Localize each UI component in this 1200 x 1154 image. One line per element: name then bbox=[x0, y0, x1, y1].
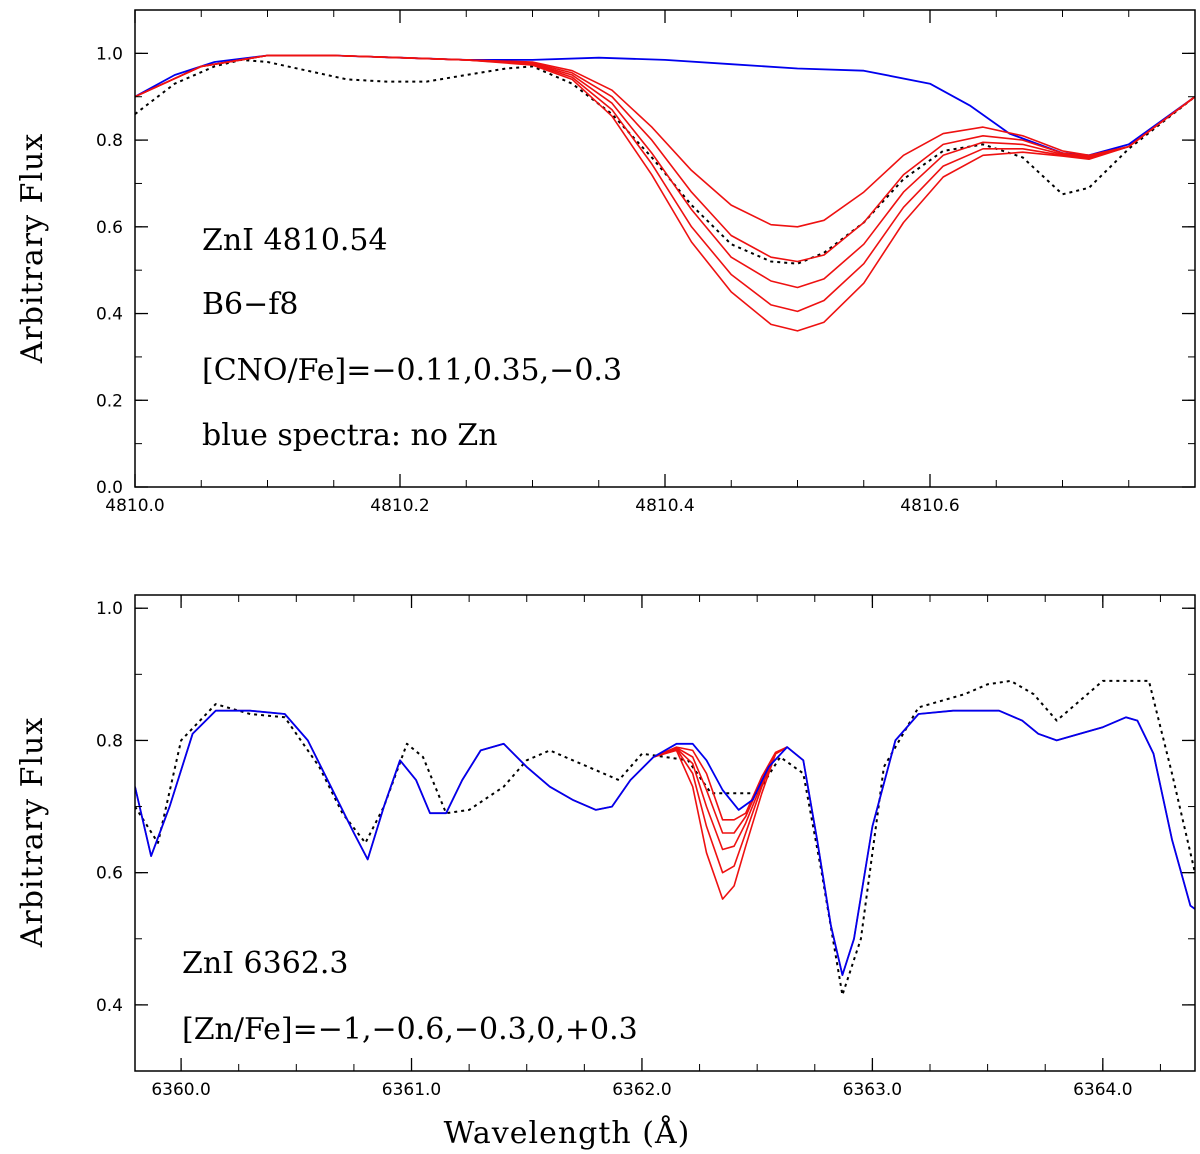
model-zn-line-3 bbox=[135, 54, 1195, 313]
panel-zn-4810-series bbox=[135, 54, 1195, 332]
x-tick-label: 6364.0 bbox=[1073, 1080, 1132, 1100]
y-tick-label: 0.6 bbox=[96, 218, 123, 238]
y-tick-label: 0.0 bbox=[96, 478, 123, 498]
x-tick-label: 6362.0 bbox=[612, 1080, 671, 1100]
model-zn-line-3 bbox=[653, 746, 788, 834]
annotation-line-id-2: ZnI 6362.3 bbox=[182, 946, 349, 981]
panel-zn-4810-ylabel: Arbitrary Flux bbox=[15, 133, 50, 365]
annotation-cno-abundance: [CNO/Fe]=−0.11,0.35,−0.3 bbox=[202, 353, 622, 388]
y-tick-label: 0.2 bbox=[96, 391, 123, 411]
y-tick-label: 0.4 bbox=[96, 305, 123, 325]
model-no-zn-line bbox=[135, 709, 1195, 976]
y-tick-label: 0.4 bbox=[96, 996, 123, 1016]
model-zn-line-4 bbox=[135, 54, 1195, 332]
x-tick-label: 4810.2 bbox=[370, 496, 429, 516]
annotation-blue-legend: blue spectra: no Zn bbox=[202, 418, 498, 453]
x-tick-label: 4810.4 bbox=[635, 496, 694, 516]
model-zn-line-0 bbox=[135, 54, 1195, 228]
panel-zn-4810-ticks: 4810.0 4810.2 4810.4 4810.6 0.0 0.2 0.4 0.6 0.8 1… bbox=[96, 9, 1196, 516]
model-zn-line-4 bbox=[653, 746, 788, 821]
annotation-line-id: ZnI 4810.54 bbox=[202, 223, 388, 258]
x-tick-label: 4810.6 bbox=[900, 496, 959, 516]
y-tick-label: 0.6 bbox=[96, 864, 123, 884]
x-tick-label: 6361.0 bbox=[382, 1080, 441, 1100]
annotation-zn-abundance: [Zn/Fe]=−1,−0.6,−0.3,0,+0.3 bbox=[182, 1012, 638, 1047]
x-axis-title: Wavelength (Å) bbox=[444, 1115, 691, 1151]
panel-zn-6362-frame bbox=[134, 594, 1196, 1072]
y-tick-label: 0.8 bbox=[96, 131, 123, 151]
annotation-star-id: B6−f8 bbox=[202, 287, 298, 322]
x-tick-label: 6360.0 bbox=[151, 1080, 210, 1100]
y-tick-label: 0.8 bbox=[96, 731, 123, 751]
panel-zn-4810: 4810.0 4810.2 4810.4 4810.6 0.0 0.2 0.4 0.6 0.8 1… bbox=[15, 9, 1196, 516]
x-tick-label: 4810.0 bbox=[105, 496, 164, 516]
y-tick-label: 1.0 bbox=[96, 599, 123, 619]
panel-zn-6362: 6360.0 6361.0 6362.0 6363.0 6364.0 0.4 0.6 0.8 1… bbox=[15, 594, 1196, 1100]
y-tick-label: 1.0 bbox=[96, 44, 123, 64]
panel-zn-6362-series bbox=[135, 679, 1195, 996]
model-zn-line-2 bbox=[653, 746, 788, 851]
observed-spectrum-line bbox=[135, 679, 1195, 996]
panel-zn-6362-ticks: 6360.0 6361.0 6362.0 6363.0 6364.0 0.4 0.6 0.8 1… bbox=[96, 595, 1195, 1100]
x-tick-label: 6363.0 bbox=[843, 1080, 902, 1100]
panel-zn-6362-ylabel: Arbitrary Flux bbox=[15, 717, 50, 949]
